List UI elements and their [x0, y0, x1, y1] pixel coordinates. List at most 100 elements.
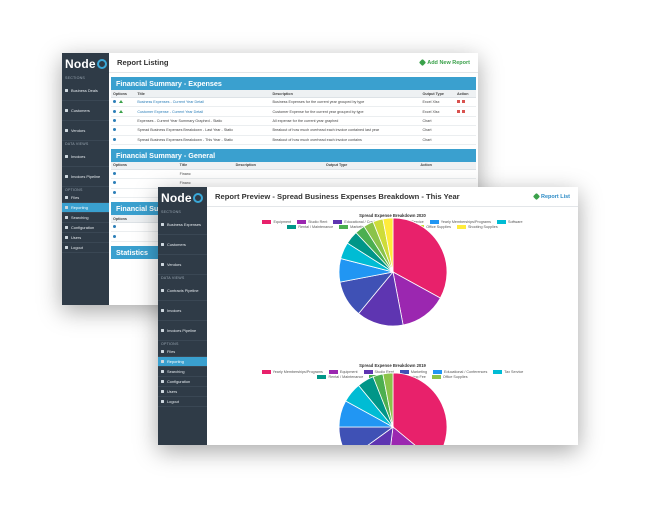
expenses-table: Options Title Description Output Type Action… — [111, 90, 476, 145]
row-action — [454, 97, 476, 108]
briefcase-icon — [65, 89, 68, 92]
view-icon[interactable] — [113, 109, 116, 113]
row-options — [111, 116, 136, 127]
view-icon[interactable] — [113, 100, 116, 104]
row-options — [111, 106, 136, 117]
pie-slice-yearly-memberships-programs[interactable] — [392, 372, 448, 445]
sidebar-item-logout[interactable]: Logout — [158, 397, 207, 407]
sidebar-item-files[interactable]: Files — [158, 347, 207, 357]
legend-item[interactable]: Equipment — [328, 370, 358, 374]
sidebar-item-vendors[interactable]: Vendors — [158, 255, 207, 275]
trash-icon[interactable] — [461, 109, 465, 113]
sidebar-item-reporting[interactable]: Reporting — [158, 357, 207, 367]
sidebar-item-invoices[interactable]: Invoices — [62, 147, 109, 167]
view-icon[interactable] — [113, 118, 116, 122]
row-title[interactable]: Customer Expense - Current Year Detail — [135, 106, 271, 117]
column-header[interactable]: Action — [418, 161, 476, 170]
legend-item[interactable]: Marketing — [339, 225, 366, 229]
legend-swatch — [496, 220, 506, 224]
report-list-button[interactable]: Report List — [532, 192, 570, 201]
page-title: Report Listing — [117, 58, 169, 67]
column-header[interactable]: Action — [454, 90, 476, 98]
view-icon[interactable] — [113, 190, 116, 194]
sidebar-item-configuration[interactable]: Configuration — [158, 377, 207, 387]
legend-swatch — [333, 220, 343, 224]
view-icon[interactable] — [113, 234, 116, 238]
pie-slice-shooting-supplies[interactable] — [382, 217, 394, 273]
row-options — [111, 231, 177, 242]
table-row: Spread Business Expenses Breakdown - Las… — [111, 125, 476, 136]
view-icon[interactable] — [113, 181, 116, 185]
legend-item[interactable]: Yearly Memberships/Programs — [261, 370, 323, 374]
sidebar-item-users[interactable]: Users — [62, 233, 109, 243]
column-header[interactable]: Title — [135, 90, 271, 98]
add-new-report-button[interactable]: Add New Report — [419, 58, 470, 67]
row-title[interactable]: Business Expenses - Current Year Detail — [135, 97, 271, 108]
legend-item[interactable]: Studio Rent — [297, 220, 327, 224]
column-header[interactable]: Options — [111, 161, 178, 170]
column-header[interactable]: Description — [270, 90, 421, 98]
legend-item[interactable]: Software — [496, 220, 523, 224]
sidebar-item-searching[interactable]: Searching — [158, 367, 207, 377]
sidebar-item-invoices-pipeline[interactable]: Invoices Pipeline — [62, 167, 109, 187]
sidebar-item-configuration[interactable]: Configuration — [62, 223, 109, 233]
column-header[interactable]: Options — [111, 90, 136, 98]
legend-label: Educational / Conferences — [444, 370, 488, 374]
legend-item[interactable]: Yearly Memberships/Programs — [429, 220, 491, 224]
legend-swatch — [287, 225, 297, 229]
legend-item[interactable]: Office Supplies — [431, 375, 468, 379]
sidebar-item-searching[interactable]: Searching — [62, 213, 109, 223]
edit-icon[interactable] — [456, 109, 460, 113]
view-icon[interactable] — [113, 128, 116, 132]
sidebar-item-invoices-pipeline[interactable]: Invoices Pipeline — [158, 321, 207, 341]
legend-item[interactable]: Equipment — [262, 220, 291, 224]
column-header[interactable]: Description — [233, 161, 324, 170]
legend-item[interactable]: Rental / Maintenance — [287, 225, 333, 229]
sidebar-item-customers[interactable]: Customers — [62, 101, 109, 121]
legend-item[interactable]: Studio Rent — [363, 370, 394, 374]
pie-slice-office-supplies[interactable] — [382, 372, 394, 428]
trash-icon[interactable] — [461, 100, 465, 104]
legend-item[interactable]: Rental / Maintenance — [317, 375, 363, 379]
column-header[interactable]: Output Type — [323, 161, 419, 170]
edit-icon[interactable] — [119, 109, 123, 113]
front-logo[interactable]: Node — [158, 187, 207, 209]
edit-icon[interactable] — [119, 100, 123, 104]
sidebar-item-logout[interactable]: Logout — [62, 243, 109, 253]
row-options — [111, 125, 136, 136]
sidebar-item-vendors[interactable]: Vendors — [62, 121, 109, 141]
sidebar-item-invoices[interactable]: Invoices — [158, 301, 207, 321]
sidebar-item-business-expenses[interactable]: Business Expenses — [158, 215, 207, 235]
back-logo[interactable]: Node — [62, 53, 109, 75]
legend-item[interactable]: Shooting Supplies — [456, 225, 498, 229]
folder-icon — [161, 350, 164, 353]
sidebar-item-files[interactable]: Files — [62, 193, 109, 203]
sidebar-item-contracts-pipeline[interactable]: Contracts Pipeline — [158, 281, 207, 301]
legend-swatch — [297, 220, 307, 224]
legend-item[interactable]: Educational / Conferences — [333, 220, 388, 224]
sidebar-item-users[interactable]: Users — [158, 387, 207, 397]
sidebar-item-label: Files — [71, 195, 80, 200]
chart-title: Spread Expense Breakdown 2019 — [359, 363, 426, 368]
column-header[interactable]: Options — [111, 215, 177, 223]
pie-slice-studio-rent[interactable] — [349, 426, 394, 445]
legend-item[interactable]: Marketing — [399, 370, 427, 374]
sidebar-item-customers[interactable]: Customers — [158, 235, 207, 255]
legend-item[interactable]: Educational / Conferences — [433, 370, 487, 374]
view-icon[interactable] — [113, 137, 116, 141]
sidebar-item-reporting[interactable]: Reporting — [62, 203, 109, 213]
pie-slice-equipment[interactable] — [386, 426, 434, 445]
edit-icon[interactable] — [456, 100, 460, 104]
view-icon[interactable] — [113, 172, 116, 176]
row-action — [454, 116, 476, 127]
column-header[interactable]: Title — [177, 161, 234, 170]
sidebar-item-label: Vendors — [71, 128, 86, 133]
legend-label: Tax Service — [504, 370, 524, 374]
sidebar-item-business-deals[interactable]: Business Deals — [62, 81, 109, 101]
pie-slice-equipment[interactable] — [392, 217, 448, 299]
legend-item[interactable]: Tax Service — [493, 370, 523, 374]
view-icon[interactable] — [113, 225, 116, 229]
sidebar-item-label: Contracts Pipeline — [167, 288, 199, 293]
column-header[interactable]: Output Type — [420, 90, 455, 98]
